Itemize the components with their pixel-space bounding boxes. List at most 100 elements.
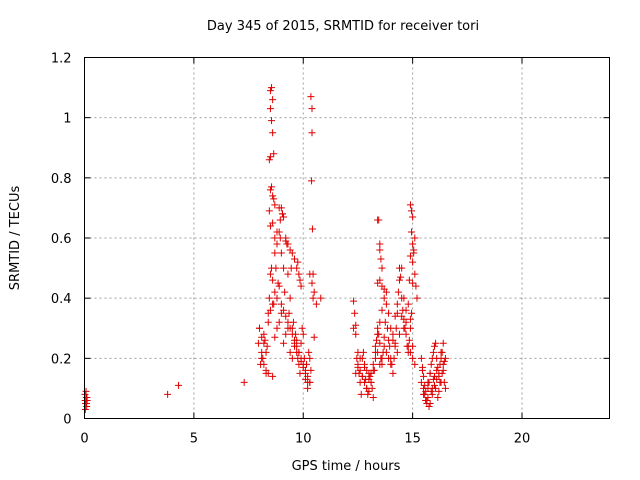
data-point bbox=[387, 360, 395, 368]
data-point bbox=[295, 348, 303, 356]
data-point bbox=[361, 378, 368, 386]
data-point bbox=[308, 177, 316, 185]
data-point bbox=[273, 294, 281, 302]
data-point bbox=[306, 270, 314, 278]
data-point bbox=[371, 342, 379, 350]
data-point bbox=[293, 342, 301, 350]
data-point bbox=[82, 387, 90, 395]
data-point bbox=[284, 240, 292, 248]
data-point bbox=[273, 240, 281, 248]
data-point bbox=[411, 360, 419, 368]
data-point bbox=[406, 252, 414, 260]
x-tick-label: 15 bbox=[404, 432, 421, 447]
data-point bbox=[420, 372, 428, 380]
data-point bbox=[352, 330, 360, 338]
data-point bbox=[378, 354, 386, 362]
data-point bbox=[409, 342, 417, 350]
data-point bbox=[354, 348, 362, 356]
data-point bbox=[266, 186, 274, 194]
data-point bbox=[376, 360, 384, 368]
data-point bbox=[385, 309, 393, 317]
data-point bbox=[269, 192, 277, 200]
data-point bbox=[405, 336, 413, 344]
data-point bbox=[439, 360, 447, 368]
data-point bbox=[373, 336, 381, 344]
data-point bbox=[240, 378, 248, 386]
data-point bbox=[286, 294, 294, 302]
chart-title: Day 345 of 2015, SRMTID for receiver tor… bbox=[207, 19, 479, 34]
data-point bbox=[275, 318, 283, 326]
data-point bbox=[271, 249, 279, 257]
data-point bbox=[272, 264, 280, 272]
data-point bbox=[409, 213, 417, 221]
data-point bbox=[396, 276, 403, 284]
data-point bbox=[354, 363, 362, 371]
data-point bbox=[264, 318, 272, 326]
data-point bbox=[312, 300, 320, 308]
data-point bbox=[426, 369, 434, 377]
data-point bbox=[429, 348, 437, 356]
data-point bbox=[280, 264, 288, 272]
data-point bbox=[175, 381, 183, 389]
data-point bbox=[268, 84, 276, 92]
data-point bbox=[301, 366, 309, 374]
data-point bbox=[363, 366, 371, 374]
data-point bbox=[428, 390, 436, 398]
data-point bbox=[405, 276, 413, 284]
data-points bbox=[81, 84, 449, 413]
data-point bbox=[260, 339, 268, 347]
data-point bbox=[389, 330, 397, 338]
data-point bbox=[440, 357, 448, 365]
x-tick-label: 0 bbox=[80, 432, 88, 447]
data-point bbox=[366, 372, 374, 380]
data-point bbox=[271, 234, 279, 242]
data-point bbox=[308, 279, 316, 287]
data-point bbox=[275, 228, 283, 236]
data-point bbox=[265, 156, 273, 164]
y-tick-label: 0.6 bbox=[51, 232, 72, 247]
data-point bbox=[406, 348, 414, 356]
data-point bbox=[431, 372, 438, 380]
data-point bbox=[393, 300, 401, 308]
data-point bbox=[262, 348, 270, 356]
data-point bbox=[417, 378, 425, 386]
data-point bbox=[402, 318, 410, 326]
data-point bbox=[280, 213, 288, 221]
data-point bbox=[427, 387, 435, 395]
data-point bbox=[265, 207, 273, 215]
data-point bbox=[406, 324, 414, 332]
data-point bbox=[361, 360, 368, 368]
data-point bbox=[376, 246, 384, 254]
data-point bbox=[304, 372, 312, 380]
data-point bbox=[408, 207, 416, 215]
data-point bbox=[365, 387, 373, 395]
data-point bbox=[299, 330, 307, 338]
data-point bbox=[164, 390, 172, 398]
data-point bbox=[435, 387, 443, 395]
data-point bbox=[265, 294, 273, 302]
data-point bbox=[396, 330, 403, 338]
data-point bbox=[304, 384, 312, 392]
data-point bbox=[380, 294, 388, 302]
data-point bbox=[411, 234, 419, 242]
data-point bbox=[268, 183, 276, 191]
data-point bbox=[258, 354, 266, 362]
data-point bbox=[406, 201, 414, 209]
data-point bbox=[295, 270, 303, 278]
data-point bbox=[369, 366, 377, 374]
data-point bbox=[350, 324, 358, 332]
data-point bbox=[266, 306, 274, 314]
data-point bbox=[282, 330, 290, 338]
data-point bbox=[285, 309, 293, 317]
data-point bbox=[308, 129, 316, 137]
data-point bbox=[296, 276, 304, 284]
data-point bbox=[307, 93, 315, 101]
data-point bbox=[418, 363, 426, 371]
data-point bbox=[358, 372, 366, 380]
data-point bbox=[394, 288, 402, 296]
data-point bbox=[409, 258, 417, 266]
data-point bbox=[428, 384, 436, 392]
data-point bbox=[436, 378, 444, 386]
data-point bbox=[356, 354, 364, 362]
data-point bbox=[286, 348, 294, 356]
